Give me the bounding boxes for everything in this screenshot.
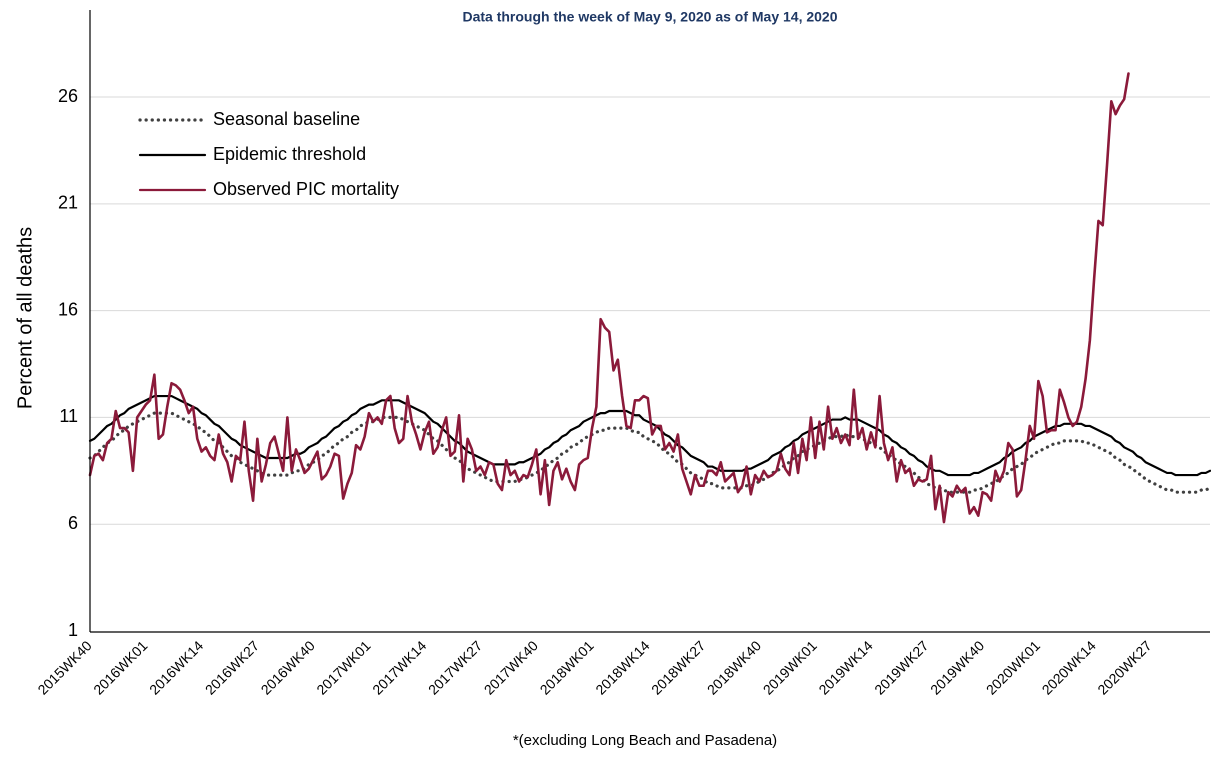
y-tick-label: 6: [68, 513, 78, 533]
x-tick-label: 2016WK27: [202, 637, 262, 697]
legend-label: Observed PIC mortality: [213, 179, 399, 199]
x-tick-label: 2017WK01: [313, 637, 373, 697]
y-axis-label: Percent of all deaths: [14, 227, 36, 409]
legend: Seasonal baseline Epidemic threshold Obser…: [138, 109, 399, 199]
y-tick-label: 1: [68, 620, 78, 640]
x-tick-label: 2020WK14: [1039, 637, 1099, 697]
legend-label: Epidemic threshold: [213, 144, 366, 164]
plot-area: [88, 72, 1211, 524]
x-tick-label: 2019WK40: [927, 637, 987, 697]
x-tick-label: 2020WK01: [983, 637, 1043, 697]
x-tick-label: 2019WK14: [815, 637, 875, 697]
y-tick-label: 26: [58, 86, 78, 106]
footnote: *(excluding Long Beach and Pasadena): [513, 732, 777, 749]
line-series: [88, 72, 1130, 524]
legend-label: Seasonal baseline: [213, 109, 360, 129]
x-tick-label: 2018WK27: [648, 637, 708, 697]
x-tick-label: 2016WK40: [258, 637, 318, 697]
x-tick-label: 2017WK40: [481, 637, 541, 697]
y-tick-label: 11: [59, 406, 78, 426]
x-tick-label: 2015WK40: [34, 637, 94, 697]
line-series: [88, 411, 1211, 494]
x-tick-label: 2019WK27: [871, 637, 931, 697]
x-tick-label: 2020WK27: [1094, 637, 1154, 697]
x-tick-label: 2018WK01: [537, 637, 597, 697]
y-tick-label: 21: [58, 193, 78, 213]
x-tick-label: 2016WK01: [90, 637, 150, 697]
x-tick-label: 2018WK14: [592, 637, 652, 697]
x-tick-label: 2017WK14: [369, 637, 429, 697]
chart-subtitle: Data through the week of May 9, 2020 as …: [462, 9, 837, 25]
x-tick-label: 2018WK40: [704, 637, 764, 697]
x-tick-label: 2019WK01: [760, 637, 820, 697]
y-tick-label: 16: [58, 299, 78, 319]
x-tick-label: 2017WK27: [425, 637, 485, 697]
x-tick-label: 2016WK14: [146, 637, 206, 697]
